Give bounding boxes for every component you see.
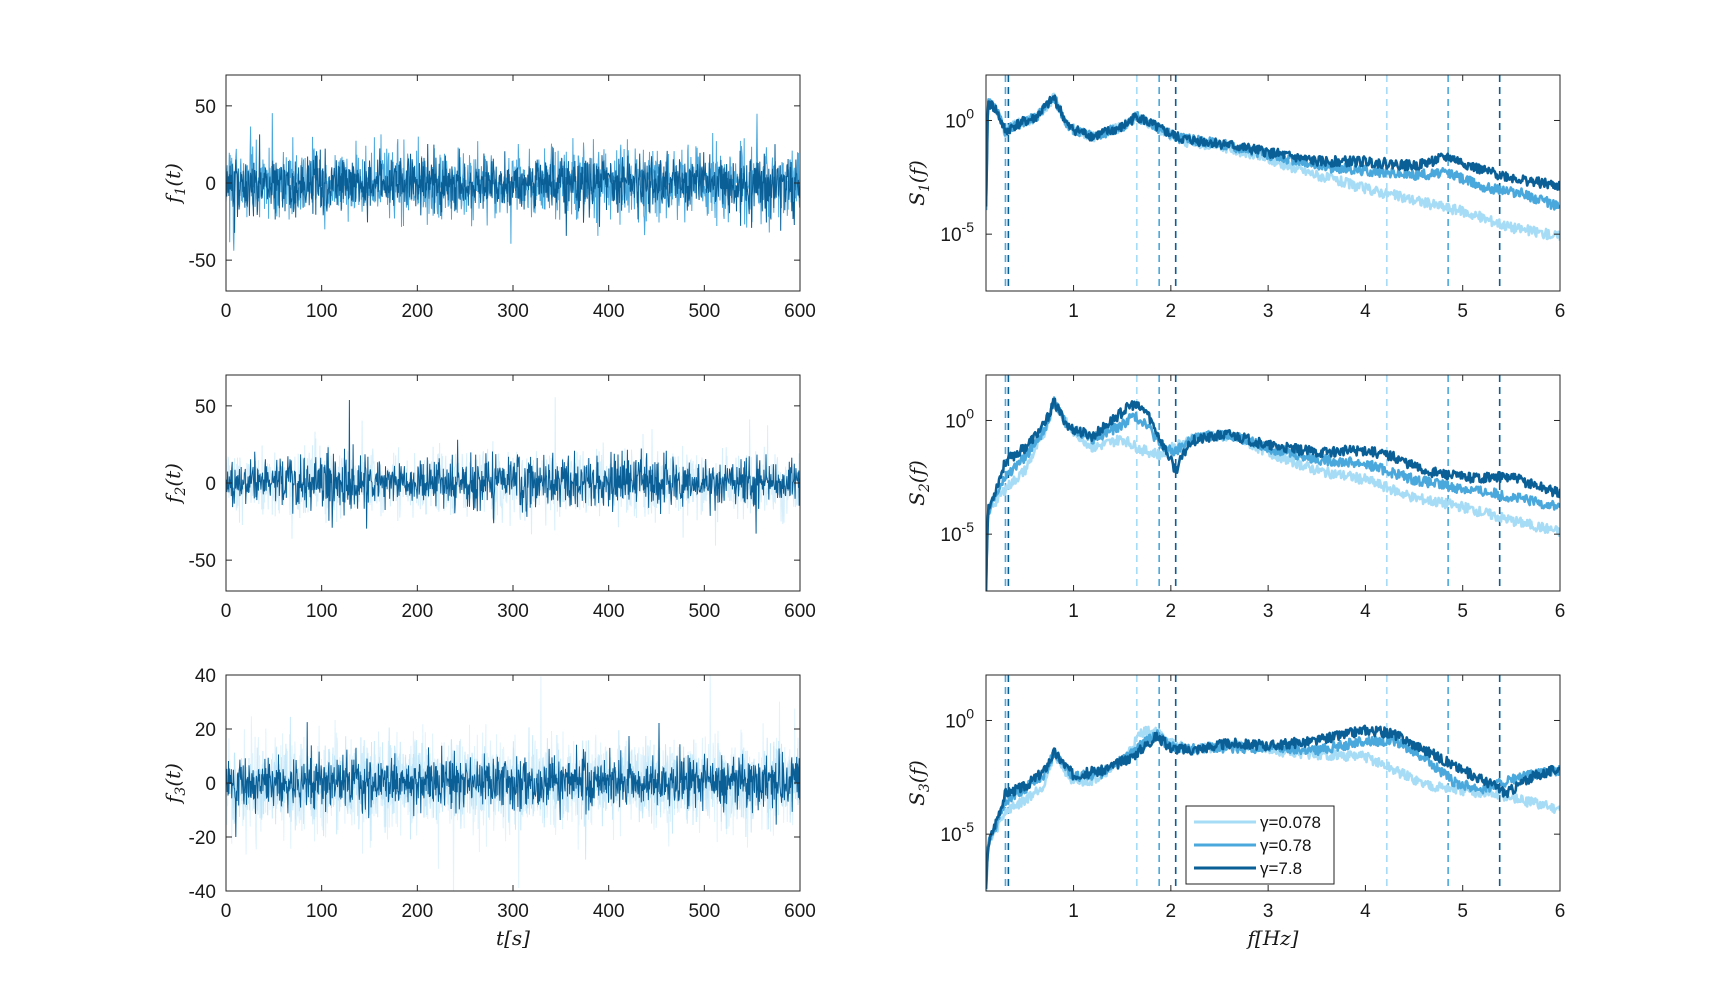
legend: γ=0.078 γ=0.78 γ=7.8 — [1185, 805, 1335, 885]
x-tick-label: 500 — [688, 901, 720, 922]
plot-area — [226, 397, 800, 546]
x-tick-label: 600 — [784, 901, 816, 922]
y-tick-label: 10-5 — [940, 819, 974, 846]
x-tick-label: 3 — [1263, 901, 1274, 922]
x-tick-label: 4 — [1360, 301, 1371, 322]
y-tick-label: 40 — [195, 666, 216, 687]
x-tick-label: 2 — [1166, 901, 1177, 922]
x-tick-label: 500 — [688, 601, 720, 622]
y-tick-label: -50 — [189, 251, 216, 272]
axes-box — [985, 74, 1561, 292]
x-tick-label: 0 — [221, 901, 232, 922]
y-tick-label: -40 — [189, 882, 216, 903]
x-tick-label: 1 — [1068, 901, 1079, 922]
x-tick-label: 5 — [1457, 301, 1468, 322]
x-tick-label: 0 — [221, 301, 232, 322]
y-axis-label: f3(t) — [161, 763, 189, 805]
x-tick-label: 4 — [1360, 901, 1371, 922]
panel-time-3: 0 100 200 300 400 500 600 -40 -20 0 20 40 f3(t) t[s] — [161, 666, 816, 950]
x-tick-label: 6 — [1555, 601, 1566, 622]
panel-psd-1: 1 2 3 4 5 6 100 10-5 S1(f) — [905, 74, 1566, 322]
x-tick-label: 300 — [497, 301, 529, 322]
plot-area — [986, 675, 1560, 891]
y-tick-label: -50 — [189, 551, 216, 572]
y-tick-label: -20 — [189, 828, 216, 849]
x-tick-label: 400 — [593, 901, 625, 922]
panel-psd-2: 1 2 3 4 5 6 100 10-5 S2(f) — [905, 374, 1566, 622]
x-tick-label: 1 — [1068, 301, 1079, 322]
x-tick-label: 400 — [593, 601, 625, 622]
x-tick-label: 400 — [593, 301, 625, 322]
x-tick-label: 6 — [1555, 301, 1566, 322]
x-tick-label: 3 — [1263, 601, 1274, 622]
x-tick-label: 1 — [1068, 601, 1079, 622]
x-tick-label: 6 — [1555, 901, 1566, 922]
y-axis-label: f2(t) — [161, 463, 189, 505]
x-tick-label: 500 — [688, 301, 720, 322]
y-tick-label: 50 — [195, 397, 216, 418]
x-tick-label: 600 — [784, 601, 816, 622]
series-line-1 — [226, 134, 800, 236]
y-tick-label: 0 — [205, 774, 216, 795]
series-line-γ=7.8 — [986, 94, 1560, 207]
panel-psd-3: 1 2 3 4 5 6 100 10-5 S3(f) f[Hz] γ=0.078 γ=0.78 γ=7.… — [905, 674, 1566, 950]
x-tick-label: 100 — [306, 601, 338, 622]
plot-area — [986, 375, 1560, 591]
plot-area — [226, 675, 800, 891]
y-tick-label: 0 — [205, 174, 216, 195]
y-tick-label: 100 — [945, 105, 974, 132]
y-tick-label: 10-5 — [940, 519, 974, 546]
x-tick-label: 600 — [784, 301, 816, 322]
x-tick-label: 2 — [1166, 601, 1177, 622]
axes-box — [985, 674, 1561, 892]
y-axis-label: S2(f) — [905, 460, 933, 506]
x-tick-label: 100 — [306, 301, 338, 322]
y-tick-label: 100 — [945, 705, 974, 732]
x-axis-label: f[Hz] — [1246, 926, 1299, 950]
x-tick-label: 3 — [1263, 301, 1274, 322]
y-axis-label: f1(t) — [161, 163, 189, 205]
y-tick-label: 10-5 — [940, 219, 974, 246]
series-line-1 — [226, 399, 800, 534]
x-tick-label: 300 — [497, 601, 529, 622]
panel-time-1: 0 100 200 300 400 500 600 -50 0 50 f1(t) — [161, 74, 816, 322]
series-line-γ=7.8 — [986, 397, 1560, 591]
plot-area — [986, 75, 1560, 291]
y-tick-label: 20 — [195, 720, 216, 741]
axes-box — [985, 374, 1561, 592]
y-tick-label: 50 — [195, 97, 216, 118]
legend-label: γ=0.78 — [1260, 836, 1312, 855]
plot-area — [226, 113, 800, 251]
legend-label: γ=7.8 — [1260, 859, 1302, 878]
x-tick-label: 200 — [401, 301, 433, 322]
x-tick-label: 100 — [306, 901, 338, 922]
panel-time-2: 0 100 200 300 400 500 600 -50 0 50 f2(t) — [161, 374, 816, 622]
legend-label: γ=0.078 — [1260, 813, 1321, 832]
y-tick-label: 100 — [945, 405, 974, 432]
y-axis-label: S1(f) — [905, 160, 933, 206]
x-tick-label: 5 — [1457, 601, 1468, 622]
x-axis-label: t[s] — [496, 926, 530, 950]
x-tick-label: 4 — [1360, 601, 1371, 622]
y-tick-label: 0 — [205, 474, 216, 495]
x-tick-label: 200 — [401, 601, 433, 622]
x-tick-label: 300 — [497, 901, 529, 922]
y-axis-label: S3(f) — [905, 760, 933, 806]
x-tick-label: 0 — [221, 601, 232, 622]
series-line-γ=7.8 — [986, 724, 1560, 889]
x-tick-label: 5 — [1457, 901, 1468, 922]
series-line-2 — [226, 722, 800, 838]
x-tick-label: 200 — [401, 901, 433, 922]
x-tick-label: 2 — [1166, 301, 1177, 322]
